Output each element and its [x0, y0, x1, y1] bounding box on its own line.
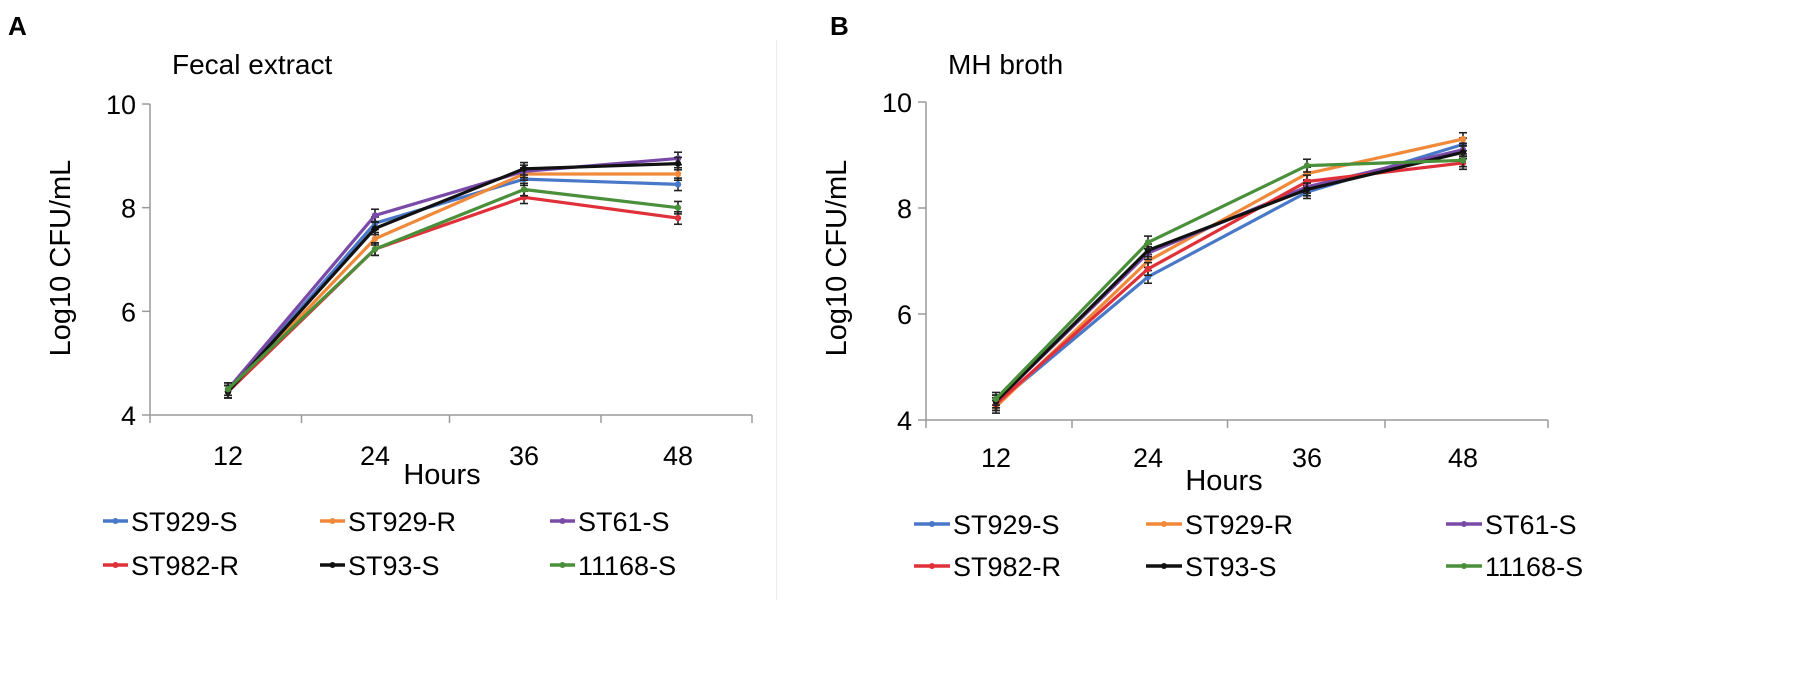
- x-tick-label: 48: [1448, 443, 1478, 473]
- x-tick-label: 36: [1292, 443, 1322, 473]
- y-tick-label: 4: [121, 401, 136, 431]
- legend-label: ST93-S: [348, 551, 440, 581]
- series-line-st982-r: [226, 195, 679, 393]
- chart-a-xlabel: Hours: [403, 459, 480, 491]
- panel-letter-a: A: [8, 11, 27, 41]
- series-line-st929-s: [994, 142, 1464, 406]
- legend-marker: [559, 518, 566, 524]
- legend-label: ST982-R: [953, 552, 1061, 582]
- legend-label: ST982-R: [131, 551, 239, 581]
- chart-b-title: MH broth: [948, 49, 1063, 80]
- legend-marker: [1161, 521, 1167, 527]
- legend-label: ST929-S: [131, 507, 238, 537]
- legend-label: ST929-R: [1185, 510, 1293, 540]
- legend-marker: [559, 562, 566, 568]
- data-point: [1459, 157, 1467, 164]
- legend-label: ST61-S: [578, 507, 670, 537]
- series-line-st93-s: [226, 162, 679, 393]
- data-point: [1303, 186, 1311, 193]
- legend-marker: [112, 562, 119, 568]
- y-tick-label: 6: [121, 297, 136, 327]
- chart-a-ylabel: Log10 CFU/mL: [45, 160, 77, 357]
- x-tick-label: 12: [213, 441, 243, 471]
- data-point: [371, 225, 379, 232]
- series-line-st61-s: [994, 148, 1464, 403]
- x-tick-label: 48: [663, 441, 693, 471]
- chart-b-ylabel: Log10 CFU/mL: [821, 160, 853, 357]
- data-point: [1144, 265, 1152, 273]
- series-line-st93-s: [994, 150, 1464, 403]
- series-line-11168-s: [226, 187, 679, 391]
- data-point: [674, 214, 682, 222]
- x-tick-label: 24: [1133, 443, 1163, 473]
- chart-panel-a: A Fecal extract Log10 CFU/mL Hours 4 6 8 10…: [0, 0, 776, 675]
- chart-a-svg: A Fecal extract Log10 CFU/mL Hours 4 6 8 10…: [8, 11, 753, 581]
- data-point: [674, 170, 682, 178]
- series-line-st929-r: [226, 172, 678, 393]
- legend-label: ST929-S: [953, 510, 1060, 540]
- legend-marker: [329, 562, 336, 568]
- legend-marker: [1161, 563, 1167, 569]
- series-line-11168-s: [994, 158, 1464, 400]
- data-point: [520, 165, 528, 172]
- chart-a-title: Fecal extract: [172, 49, 332, 80]
- panel-divider: [776, 40, 777, 600]
- data-point: [224, 385, 232, 393]
- data-point: [674, 160, 682, 167]
- series-line-st982-r: [994, 161, 1464, 406]
- legend-marker: [1461, 521, 1467, 527]
- legend-marker: [329, 518, 336, 524]
- legend-marker: [1461, 563, 1467, 569]
- y-tick-label: 8: [897, 194, 912, 224]
- chart-b-svg: B MH broth Log10 CFU/mL Hours 4 6 8 10 12 24 3…: [821, 11, 1583, 582]
- y-tick-label: 6: [897, 300, 912, 330]
- series-line-st929-r: [994, 137, 1464, 408]
- data-point: [371, 235, 379, 242]
- series-line-st61-s: [226, 156, 679, 391]
- data-point: [520, 186, 528, 193]
- legend-marker: [929, 563, 935, 569]
- chart-b-xlabel: Hours: [1185, 465, 1262, 497]
- data-point: [371, 245, 379, 253]
- y-tick-label: 8: [121, 194, 136, 224]
- chart-panel-b: B MH broth Log10 CFU/mL Hours 4 6 8 10 12 24 3…: [776, 0, 1808, 675]
- legend-label: 11168-S: [578, 551, 676, 581]
- data-point: [1303, 162, 1311, 169]
- data-point: [1144, 239, 1152, 246]
- y-tick-label: 10: [882, 88, 912, 118]
- x-tick-label: 24: [360, 441, 390, 471]
- legend-label: ST93-S: [1185, 552, 1277, 582]
- series-line-st929-s: [226, 177, 679, 393]
- data-point: [992, 395, 1000, 402]
- x-tick-label: 36: [509, 441, 539, 471]
- legend-label: ST929-R: [348, 507, 456, 537]
- panel-letter-b: B: [830, 11, 849, 41]
- y-tick-label: 10: [106, 90, 136, 120]
- data-point: [371, 212, 379, 219]
- data-point: [674, 181, 682, 188]
- legend-label: ST61-S: [1485, 510, 1577, 540]
- legend-marker: [112, 518, 119, 524]
- data-point: [1459, 135, 1467, 143]
- x-tick-label: 12: [981, 443, 1011, 473]
- y-tick-label: 4: [897, 406, 912, 436]
- legend-marker: [929, 521, 935, 527]
- legend-label: 11168-S: [1485, 552, 1583, 582]
- data-point: [674, 204, 682, 211]
